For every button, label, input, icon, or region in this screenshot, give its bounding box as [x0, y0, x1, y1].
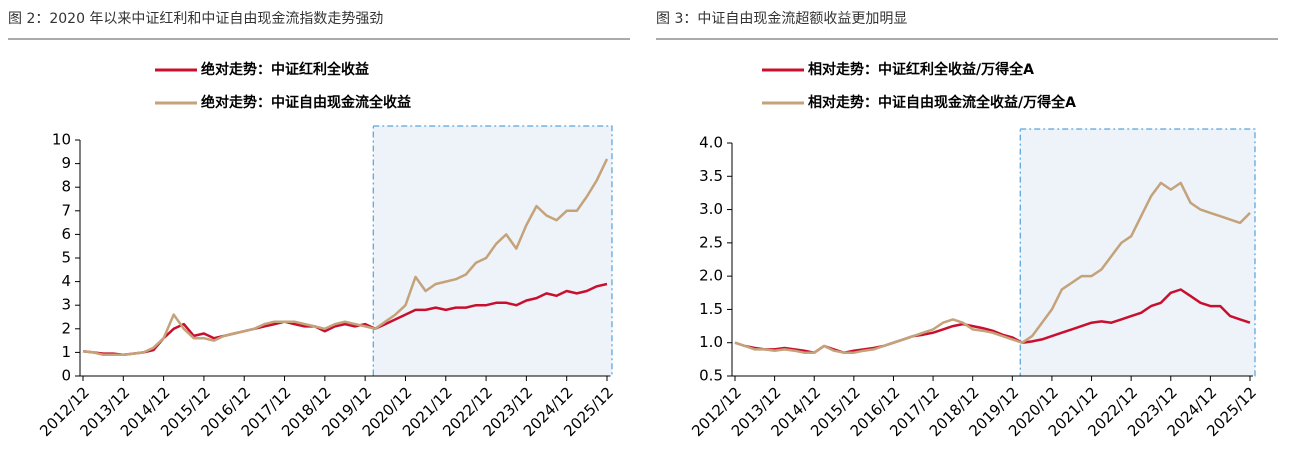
figure-title: 图 3：中证自由现金流超额收益更加明显 [656, 11, 907, 27]
series-line [82, 282, 608, 357]
y-tick-label: 3.5 [699, 167, 723, 185]
y-tick-label: 0 [61, 367, 71, 385]
y-tick-label: 10 [52, 131, 71, 149]
y-tick-label: 1.5 [699, 300, 723, 318]
y-tick-label: 8 [61, 178, 71, 196]
y-tick-label: 2 [61, 319, 71, 337]
legend-label: 绝对走势：中证红利全收益 [201, 61, 369, 78]
y-tick-label: 3 [61, 296, 71, 314]
y-tick-label: 2.0 [699, 267, 723, 285]
y-tick-label: 4 [61, 272, 71, 290]
highlight-region [1019, 128, 1256, 377]
y-tick-label: 2.5 [699, 233, 723, 251]
y-tick-label: 0.5 [699, 367, 723, 385]
y-tick-label: 4.0 [699, 134, 723, 152]
legend-label: 相对走势：中证红利全收益/万得全A [808, 61, 1034, 78]
legend-label: 相对走势：中证自由现金流全收益/万得全A [808, 94, 1076, 111]
y-tick-label: 3.0 [699, 200, 723, 218]
highlight-region [372, 125, 613, 377]
y-tick-label: 9 [61, 154, 71, 172]
series-line [734, 181, 1251, 354]
y-tick-label: 1.0 [699, 333, 723, 351]
y-tick-label: 5 [61, 249, 71, 267]
series-line [82, 158, 609, 357]
figure-title: 图 2：2020 年以来中证红利和中证自由现金流指数走势强劲 [8, 11, 383, 27]
y-tick-label: 7 [61, 201, 71, 219]
y-tick-label: 6 [61, 225, 71, 243]
y-tick-label: 1 [61, 343, 71, 361]
legend-label: 绝对走势：中证自由现金流全收益 [201, 94, 411, 111]
